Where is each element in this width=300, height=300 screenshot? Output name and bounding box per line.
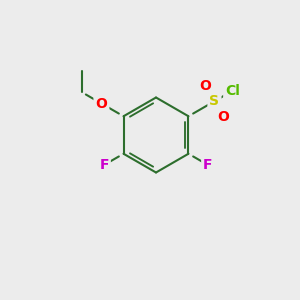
Text: S: S: [209, 94, 220, 108]
Text: O: O: [200, 79, 211, 93]
Text: O: O: [218, 110, 230, 124]
Text: O: O: [95, 97, 107, 110]
Text: F: F: [99, 158, 109, 172]
Text: Cl: Cl: [225, 84, 240, 98]
Text: F: F: [203, 158, 213, 172]
